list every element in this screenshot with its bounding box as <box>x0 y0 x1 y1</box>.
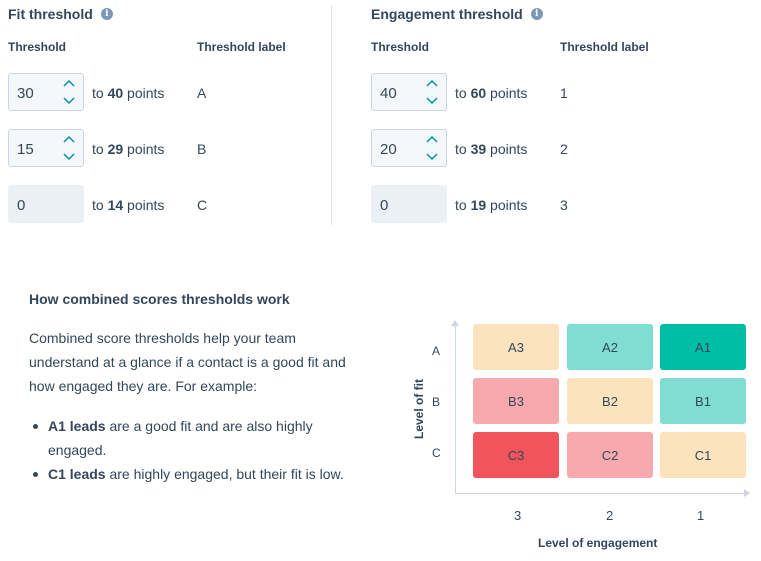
matrix-cell-c2: C2 <box>567 432 653 478</box>
chevron-down-icon[interactable] <box>418 148 446 166</box>
fit-col-threshold: Threshold <box>8 40 67 54</box>
how-paragraph: Combined score thresholds help your team… <box>29 330 346 394</box>
range-text: to 60 points <box>455 85 528 101</box>
range-text: to 40 points <box>92 85 165 101</box>
number-stepper <box>418 130 446 166</box>
threshold-label: 2 <box>560 141 568 157</box>
how-title: How combined scores thresholds work <box>29 291 290 307</box>
chevron-down-icon[interactable] <box>418 92 446 110</box>
row-label-b: B <box>432 395 441 409</box>
matrix-cell-a2: A2 <box>567 324 653 370</box>
row-label-c: C <box>432 446 441 460</box>
engagement-threshold-title: Engagement threshold i <box>371 6 543 22</box>
engagement-row: 0 to 19 points 3 <box>371 185 711 225</box>
info-icon[interactable]: i <box>530 8 543 20</box>
x-axis-arrow <box>744 489 750 497</box>
matrix-cell-b2: B2 <box>567 378 653 424</box>
info-icon[interactable]: i <box>100 8 113 20</box>
chevron-up-icon[interactable] <box>55 130 83 148</box>
matrix-cell-c3: C3 <box>473 432 559 478</box>
number-stepper <box>55 74 83 110</box>
list-item: A1 leads are a good fit and are also hig… <box>29 414 359 462</box>
y-axis-line <box>455 326 456 494</box>
engagement-threshold-input-1[interactable]: 40 <box>371 73 447 111</box>
threshold-label: A <box>197 85 207 101</box>
list-item: C1 leads are highly engaged, but their f… <box>29 462 359 486</box>
engagement-threshold-input-3: 0 <box>371 185 447 223</box>
col-label-2: 2 <box>606 508 614 523</box>
threshold-label: C <box>197 197 208 213</box>
chevron-up-icon[interactable] <box>55 74 83 92</box>
threshold-label: B <box>197 141 207 157</box>
engagement-col-threshold: Threshold <box>371 40 430 54</box>
engagement-row: 40 to 60 points 1 <box>371 73 711 113</box>
panel-divider <box>331 5 332 225</box>
matrix-cell-b1: B1 <box>660 378 746 424</box>
chevron-up-icon[interactable] <box>418 74 446 92</box>
fit-threshold-title: Fit threshold i <box>8 6 113 22</box>
range-text: to 14 points <box>92 197 165 213</box>
chevron-down-icon[interactable] <box>55 148 83 166</box>
fit-threshold-input-a[interactable]: 30 <box>8 73 84 111</box>
engagement-threshold-input-2[interactable]: 20 <box>371 129 447 167</box>
number-stepper <box>418 74 446 110</box>
fit-row: 0 to 14 points C <box>8 185 348 225</box>
fit-row: 15 to 29 points B <box>8 129 348 169</box>
range-text: to 19 points <box>455 197 528 213</box>
x-axis-line <box>455 493 745 494</box>
chevron-up-icon[interactable] <box>418 130 446 148</box>
y-axis-arrow <box>451 320 459 326</box>
example-list: A1 leads are a good fit and are also hig… <box>29 414 359 486</box>
y-axis-label: Level of fit <box>412 379 426 440</box>
row-label-a: A <box>432 344 441 358</box>
matrix-cell-b3: B3 <box>473 378 559 424</box>
engagement-row: 20 to 39 points 2 <box>371 129 711 169</box>
range-text: to 39 points <box>455 141 528 157</box>
engagement-col-label: Threshold label <box>560 40 649 54</box>
col-label-1: 1 <box>697 508 705 523</box>
matrix-cell-a3: A3 <box>473 324 559 370</box>
range-text: to 29 points <box>92 141 165 157</box>
fit-row: 30 to 40 points A <box>8 73 348 113</box>
number-stepper <box>55 130 83 166</box>
x-axis-label: Level of engagement <box>538 536 658 550</box>
matrix-cell-c1: C1 <box>660 432 746 478</box>
chevron-down-icon[interactable] <box>55 92 83 110</box>
threshold-label: 3 <box>560 197 568 213</box>
col-label-3: 3 <box>514 508 522 523</box>
fit-threshold-input-b[interactable]: 15 <box>8 129 84 167</box>
fit-threshold-input-c: 0 <box>8 185 84 223</box>
matrix-cell-a1: A1 <box>660 324 746 370</box>
fit-col-label: Threshold label <box>197 40 286 54</box>
threshold-label: 1 <box>560 85 568 101</box>
